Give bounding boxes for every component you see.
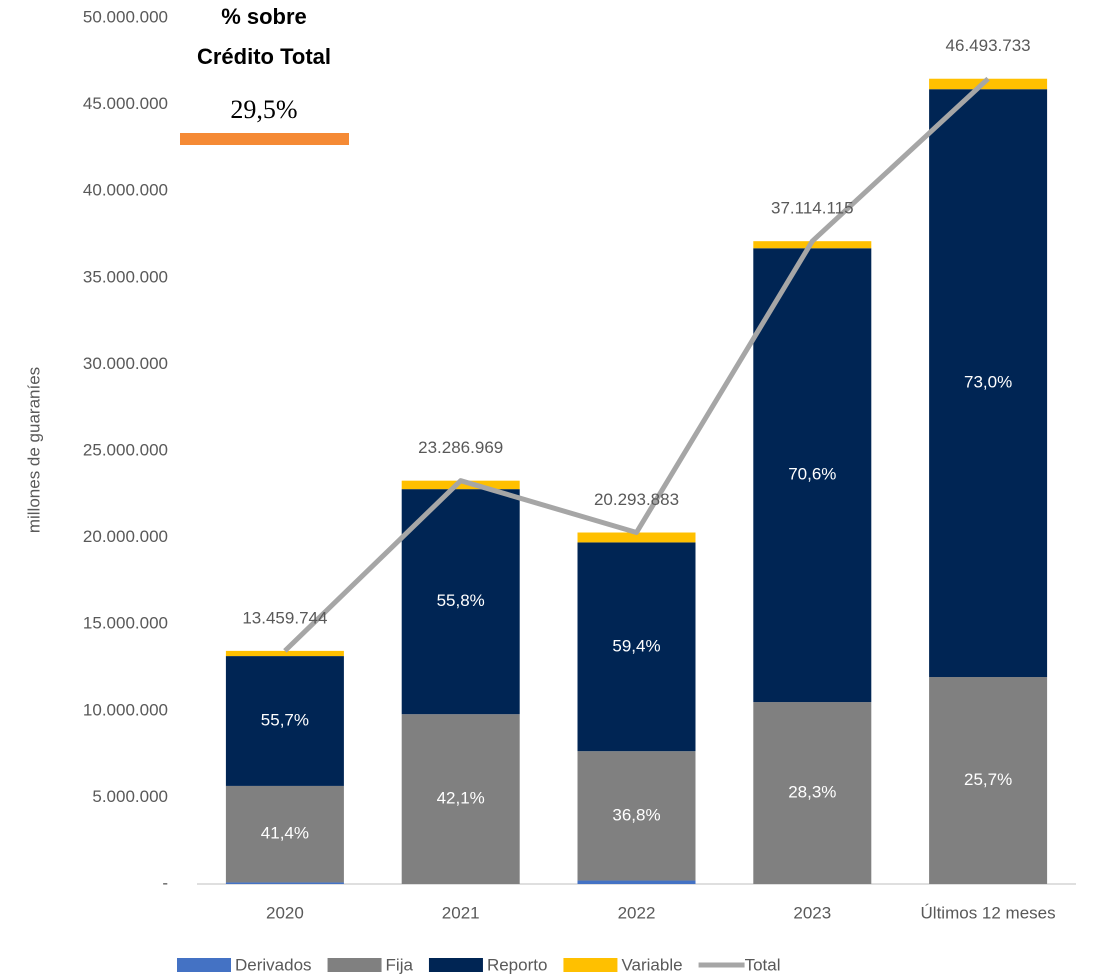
annotation-line: % sobre bbox=[221, 4, 307, 29]
legend-label: Total bbox=[745, 955, 781, 974]
share-label: 36,8% bbox=[612, 805, 660, 824]
y-tick-label: - bbox=[162, 873, 168, 892]
total-label: 37.114.115 bbox=[771, 199, 854, 218]
legend-label: Reporto bbox=[487, 955, 547, 974]
bar-segment bbox=[225, 785, 344, 883]
share-label: 41,4% bbox=[261, 824, 309, 843]
y-tick-label: 45.000.000 bbox=[83, 94, 168, 113]
annotation-bar bbox=[180, 133, 349, 145]
annotation-line: Crédito Total bbox=[197, 44, 331, 69]
x-tick-label: Últimos 12 meses bbox=[921, 903, 1056, 922]
bar-segment bbox=[225, 882, 344, 884]
x-tick-label: 2020 bbox=[266, 903, 304, 922]
share-label: 70,6% bbox=[788, 465, 836, 484]
bar-segment bbox=[577, 880, 696, 884]
share-label: 25,7% bbox=[964, 770, 1012, 789]
x-tick-label: 2021 bbox=[442, 903, 480, 922]
y-tick-label: 20.000.000 bbox=[83, 527, 168, 546]
total-label: 46.493.733 bbox=[946, 36, 1031, 55]
total-label: 20.293.883 bbox=[594, 490, 679, 509]
share-label: 42,1% bbox=[437, 789, 485, 808]
bar-segment bbox=[929, 78, 1048, 90]
y-tick-label: 50.000.000 bbox=[83, 7, 168, 26]
y-tick-label: 35.000.000 bbox=[83, 267, 168, 286]
share-label: 55,8% bbox=[437, 591, 485, 610]
y-axis-label: millones de guaraníes bbox=[24, 367, 43, 533]
legend-swatch bbox=[563, 958, 618, 972]
legend-label: Fija bbox=[386, 955, 414, 974]
y-tick-label: 30.000.000 bbox=[83, 354, 168, 373]
share-label: 55,7% bbox=[261, 710, 309, 729]
total-label: 23.286.969 bbox=[418, 438, 503, 457]
bar-segment bbox=[929, 677, 1048, 884]
bar-segment bbox=[753, 248, 872, 703]
x-tick-label: 2023 bbox=[793, 903, 831, 922]
legend-swatch bbox=[428, 958, 483, 972]
bar-segment bbox=[577, 751, 696, 881]
legend-swatch bbox=[327, 958, 382, 972]
y-tick-label: 40.000.000 bbox=[83, 181, 168, 200]
bar-segment bbox=[225, 656, 344, 786]
bar-segment bbox=[401, 480, 520, 490]
bar-segment bbox=[401, 489, 520, 715]
y-tick-label: 5.000.000 bbox=[92, 787, 168, 806]
bar-segment bbox=[225, 650, 344, 657]
bar-segment bbox=[577, 532, 696, 543]
legend-label: Derivados bbox=[235, 955, 312, 974]
y-tick-label: 25.000.000 bbox=[83, 440, 168, 459]
legend-label: Variable bbox=[621, 955, 682, 974]
share-label: 73,0% bbox=[964, 373, 1012, 392]
annotation-value: 29,5% bbox=[230, 95, 297, 124]
x-tick-label: 2022 bbox=[618, 903, 656, 922]
bar-segment bbox=[753, 702, 872, 884]
bar-segment bbox=[929, 89, 1048, 678]
y-tick-label: 15.000.000 bbox=[83, 614, 168, 633]
total-label: 13.459.744 bbox=[242, 608, 327, 627]
share-label: 59,4% bbox=[612, 636, 660, 655]
bar-segment bbox=[577, 542, 696, 752]
total-line bbox=[283, 76, 990, 653]
legend-swatch bbox=[177, 958, 231, 972]
share-label: 28,3% bbox=[788, 783, 836, 802]
bar-segment bbox=[401, 714, 520, 884]
y-tick-label: 10.000.000 bbox=[83, 700, 168, 719]
